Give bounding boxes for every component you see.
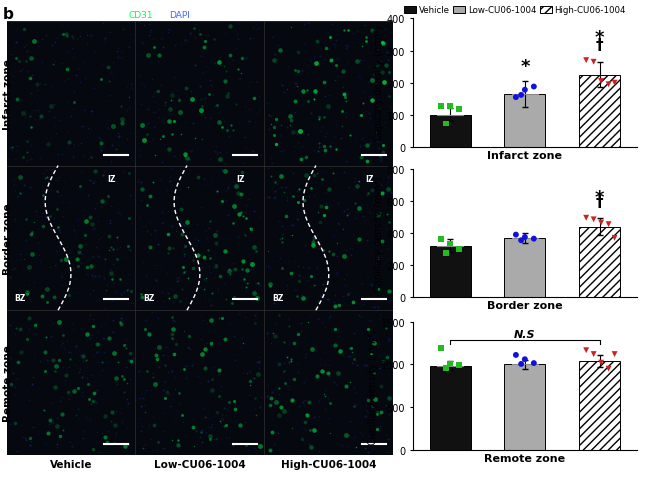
Text: DAPI: DAPI: [169, 11, 190, 20]
Bar: [135, 22, 265, 166]
Text: †: †: [596, 195, 603, 210]
Bar: [6, 166, 135, 311]
Point: [596, 78, 606, 86]
X-axis label: Remote zone: Remote zone: [484, 453, 566, 463]
Y-axis label: Capillary density (mm²): Capillary density (mm²): [368, 328, 378, 444]
Bar: [265, 22, 393, 166]
Bar: [6, 22, 135, 166]
Point: [528, 235, 539, 243]
Point: [603, 365, 614, 373]
Point: [581, 57, 592, 65]
Point: [441, 364, 452, 372]
Point: [603, 81, 614, 89]
Bar: [430, 366, 471, 450]
Point: [528, 83, 539, 91]
Point: [441, 121, 452, 128]
Text: *: *: [595, 188, 604, 206]
Point: [588, 350, 599, 358]
Text: Border zone: Border zone: [3, 203, 13, 274]
Bar: [504, 238, 545, 298]
Point: [436, 236, 447, 244]
Text: Remote zone: Remote zone: [3, 345, 13, 421]
Point: [516, 237, 526, 244]
Point: [516, 92, 526, 100]
X-axis label: Border zone: Border zone: [487, 301, 563, 310]
Point: [588, 216, 599, 224]
Text: BZ: BZ: [143, 293, 155, 302]
Legend: Vehicle, Low-CU06-1004, High-CU06-1004: Vehicle, Low-CU06-1004, High-CU06-1004: [401, 3, 629, 19]
Point: [520, 87, 530, 94]
Point: [581, 214, 592, 222]
Point: [596, 359, 606, 367]
Point: [445, 360, 455, 368]
Text: b: b: [3, 7, 14, 22]
Point: [520, 356, 530, 363]
Bar: [430, 116, 471, 148]
Y-axis label: Capillary density (mm²): Capillary density (mm²): [374, 26, 384, 141]
Text: IZ: IZ: [365, 175, 374, 184]
Point: [581, 347, 592, 354]
Bar: [135, 311, 265, 455]
Bar: [579, 227, 620, 298]
Point: [454, 246, 464, 254]
Point: [445, 103, 455, 110]
Text: *: *: [595, 29, 604, 46]
Text: Vehicle: Vehicle: [49, 459, 92, 469]
Point: [511, 94, 521, 102]
Text: *: *: [520, 58, 530, 76]
Text: Infarct zone: Infarct zone: [3, 59, 13, 129]
Text: BZ: BZ: [272, 293, 283, 302]
Point: [603, 221, 614, 228]
Text: /: /: [153, 11, 162, 20]
Text: High-CU06-1004: High-CU06-1004: [281, 459, 376, 469]
Point: [441, 250, 452, 257]
Point: [445, 240, 455, 248]
Point: [454, 106, 464, 114]
Bar: [265, 166, 393, 311]
Text: IZ: IZ: [108, 175, 116, 184]
Text: CD31: CD31: [129, 11, 153, 20]
Point: [516, 360, 526, 368]
Bar: [504, 95, 545, 148]
Point: [610, 350, 620, 358]
Point: [520, 234, 530, 242]
X-axis label: Infarct zone: Infarct zone: [488, 151, 562, 160]
Text: †: †: [596, 38, 603, 53]
Point: [511, 351, 521, 359]
Point: [596, 219, 606, 227]
Point: [610, 234, 620, 242]
Point: [528, 360, 539, 367]
Text: BZ: BZ: [14, 293, 25, 302]
Y-axis label: Capillary density (mm²): Capillary density (mm²): [374, 176, 384, 291]
Bar: [430, 246, 471, 298]
Point: [588, 59, 599, 66]
Text: IZ: IZ: [237, 175, 245, 184]
Point: [436, 103, 447, 111]
Text: Low-CU06-1004: Low-CU06-1004: [154, 459, 246, 469]
Point: [511, 231, 521, 239]
Point: [436, 344, 447, 352]
Bar: [6, 311, 135, 455]
Bar: [579, 361, 620, 450]
Bar: [579, 76, 620, 148]
Bar: [135, 166, 265, 311]
Bar: [265, 311, 393, 455]
Bar: [504, 364, 545, 450]
Point: [454, 362, 464, 369]
Point: [610, 80, 620, 88]
Text: N.S: N.S: [514, 329, 536, 339]
